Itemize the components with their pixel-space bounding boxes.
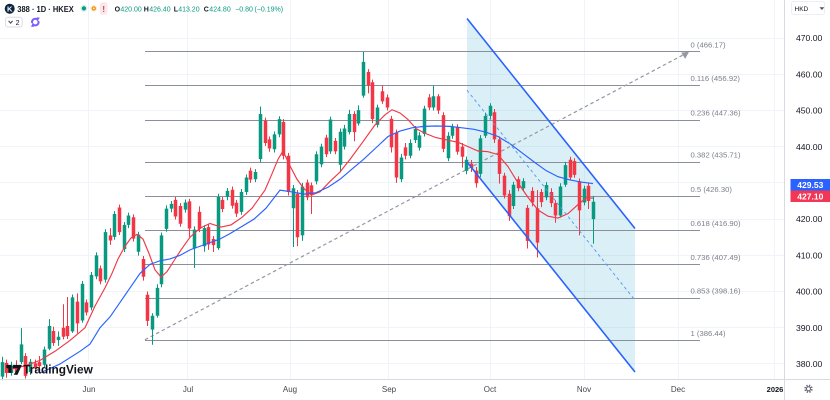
svg-text:400.00: 400.00	[796, 287, 823, 297]
svg-text:450.00: 450.00	[796, 106, 823, 116]
svg-text:TradingView: TradingView	[23, 363, 93, 377]
svg-text:H: H	[144, 6, 149, 13]
svg-text:L: L	[174, 6, 179, 13]
svg-text:440.00: 440.00	[796, 142, 823, 152]
svg-text:410.00: 410.00	[796, 250, 823, 260]
svg-text:Dec: Dec	[671, 385, 685, 394]
svg-text:−0.80: −0.80	[235, 6, 253, 13]
svg-text:0.236 (447.36): 0.236 (447.36)	[691, 109, 741, 118]
svg-text:0.736 (407.49): 0.736 (407.49)	[691, 253, 741, 262]
svg-text:Aug: Aug	[283, 385, 297, 394]
svg-text:Nov: Nov	[577, 385, 591, 394]
svg-text:!: !	[102, 4, 105, 14]
svg-text:0.5 (426.30): 0.5 (426.30)	[691, 185, 733, 194]
svg-text:K: K	[7, 4, 13, 13]
svg-text:0.116 (456.92): 0.116 (456.92)	[691, 74, 741, 83]
svg-text:Sep: Sep	[382, 385, 397, 394]
svg-text:420.00: 420.00	[120, 6, 142, 13]
svg-text:420.00: 420.00	[796, 214, 823, 224]
svg-text:0 (466.17): 0 (466.17)	[691, 40, 726, 49]
svg-text:O: O	[115, 6, 121, 13]
svg-text:Jul: Jul	[183, 385, 193, 394]
svg-text:429.53: 429.53	[797, 180, 823, 190]
svg-text:427.10: 427.10	[797, 191, 823, 201]
svg-text:C: C	[204, 6, 209, 13]
svg-text:0.618 (416.90): 0.618 (416.90)	[691, 219, 741, 228]
svg-text:Oct: Oct	[484, 385, 497, 394]
svg-text:380.00: 380.00	[796, 359, 823, 369]
svg-text:0.382 (435.71): 0.382 (435.71)	[691, 151, 741, 160]
svg-text:390.00: 390.00	[796, 323, 823, 333]
svg-text:424.80: 424.80	[209, 6, 231, 13]
svg-text:460.00: 460.00	[796, 69, 823, 79]
svg-text:HKD: HKD	[795, 6, 809, 13]
svg-text:2: 2	[16, 20, 20, 27]
svg-text:2026: 2026	[767, 385, 784, 394]
svg-text:(−0.19%): (−0.19%)	[255, 6, 284, 13]
svg-text:470.00: 470.00	[796, 33, 823, 43]
svg-text:0.853 (398.16): 0.853 (398.16)	[691, 287, 741, 296]
svg-text:426.40: 426.40	[149, 6, 171, 13]
svg-text:388 · 1D · HKEX: 388 · 1D · HKEX	[17, 4, 74, 14]
svg-text:1 (386.44): 1 (386.44)	[691, 329, 726, 338]
svg-text:Jun: Jun	[83, 385, 96, 394]
svg-text:413.20: 413.20	[178, 6, 200, 13]
